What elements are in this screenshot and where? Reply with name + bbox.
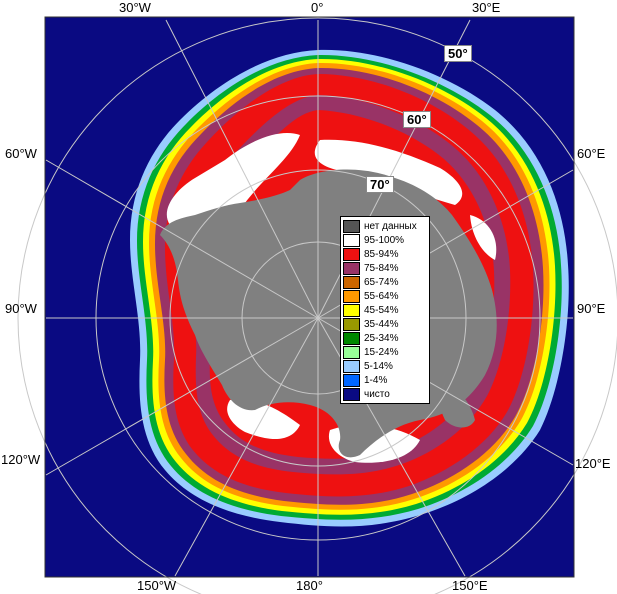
lon-label-180: 180° — [296, 578, 323, 593]
legend-label: 95-100% — [364, 235, 405, 246]
legend-swatch — [343, 304, 360, 317]
legend-label: 15-24% — [364, 347, 399, 358]
legend-item: 15-24% — [343, 346, 429, 359]
legend-swatch — [343, 290, 360, 303]
legend-item: 5-14% — [343, 360, 429, 373]
lon-label-60e: 60°E — [577, 146, 606, 161]
legend-label: 35-44% — [364, 319, 399, 330]
ice-white-north — [314, 139, 463, 205]
legend-swatch — [343, 360, 360, 373]
legend-item: 75-84% — [343, 262, 429, 275]
legend-label: 65-74% — [364, 277, 399, 288]
lon-label-120e: 120°E — [575, 456, 611, 471]
legend-label: 55-64% — [364, 291, 399, 302]
legend-item: 55-64% — [343, 290, 429, 303]
legend-label: 25-34% — [364, 333, 399, 344]
legend-item: 95-100% — [343, 234, 429, 247]
legend-label: 85-94% — [364, 249, 399, 260]
lat-label-70: 70° — [366, 176, 394, 193]
legend-item: нет данных — [343, 220, 429, 233]
legend-label: чисто — [364, 389, 390, 400]
lon-label-60w: 60°W — [5, 146, 37, 161]
legend-item: 35-44% — [343, 318, 429, 331]
legend-swatch — [343, 248, 360, 261]
lat-label-50: 50° — [444, 45, 472, 62]
lon-label-120w: 120°W — [1, 452, 41, 467]
legend-item: 25-34% — [343, 332, 429, 345]
legend-label: 1-4% — [364, 375, 388, 386]
lon-label-150w: 150°W — [137, 578, 177, 593]
legend-item: 45-54% — [343, 304, 429, 317]
legend-item: 1-4% — [343, 374, 429, 387]
legend-swatch — [343, 220, 360, 233]
legend-item: чисто — [343, 388, 429, 401]
ice-white-west — [166, 132, 300, 230]
legend-swatch — [343, 276, 360, 289]
lon-label-30e: 30°E — [472, 0, 501, 15]
lon-label-0: 0° — [311, 0, 324, 15]
lon-label-150e: 150°E — [452, 578, 488, 593]
legend-swatch — [343, 262, 360, 275]
lat-label-60: 60° — [403, 111, 431, 128]
legend-swatch — [343, 374, 360, 387]
legend-swatch — [343, 388, 360, 401]
legend-swatch — [343, 332, 360, 345]
lon-label-90w: 90°W — [5, 301, 37, 316]
map-border — [44, 16, 575, 578]
legend-label: 45-54% — [364, 305, 399, 316]
legend-swatch — [343, 346, 360, 359]
lon-label-90e: 90°E — [577, 301, 606, 316]
legend-swatch — [343, 318, 360, 331]
legend-item: 65-74% — [343, 276, 429, 289]
legend: нет данных 95-100% 85-94% 75-84% 65-74% … — [340, 216, 430, 404]
legend-label: нет данных — [364, 221, 417, 232]
lon-label-30w: 30°W — [119, 0, 151, 15]
legend-item: 85-94% — [343, 248, 429, 261]
legend-label: 75-84% — [364, 263, 399, 274]
legend-label: 5-14% — [364, 361, 393, 372]
legend-swatch — [343, 234, 360, 247]
